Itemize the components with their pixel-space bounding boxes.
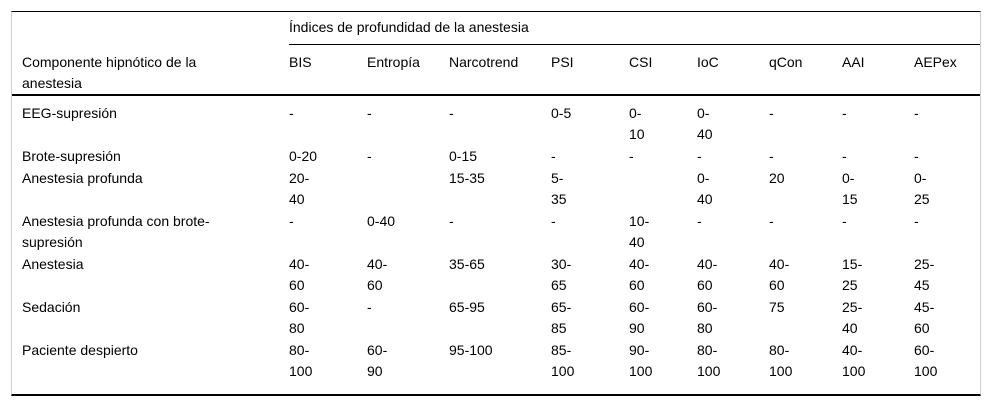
anesthesia-depth-table: Índices de profundidad de la anestesia C… <box>12 12 981 394</box>
column-header-aepex: AEPex <box>914 44 981 96</box>
cell: 0- 40 <box>697 169 713 207</box>
cell: - <box>367 147 372 164</box>
column-header-narcotrend: Narcotrend <box>449 44 551 96</box>
cell: 75 <box>769 298 785 315</box>
column-header-ioc: IoC <box>697 44 769 96</box>
cell: 80- 100 <box>769 341 793 379</box>
table-row: Anestesia profunda con brote- supresión -… <box>12 211 980 254</box>
cell: - <box>629 147 634 164</box>
table-row: Anestesia 40- 60 40- 60 35-65 30- 65 40- 60 40… <box>12 254 980 297</box>
column-header-row: Componente hipnótico de la anestesia BIS… <box>12 44 981 96</box>
cell: - <box>367 298 372 315</box>
cell: 60- 90 <box>367 341 388 379</box>
cell: 25- 45 <box>914 255 935 293</box>
cell: 45- 60 <box>914 298 935 336</box>
cell: - <box>697 212 702 229</box>
table-body: EEG-supresión - - -0-5 0- 10 0- 40- - - Brote-su… <box>12 95 980 394</box>
cell: - <box>551 212 556 229</box>
cell: 80- 100 <box>289 341 313 379</box>
table-row: EEG-supresión - - - 0-5 0- 10 0- 40 - - - <box>12 95 980 146</box>
span-header: Índices de profundidad de la anestesia <box>289 12 981 45</box>
column-header-aai: AAI <box>842 44 914 96</box>
cell: 5- 35 <box>551 169 567 207</box>
cell: 10- 40 <box>629 212 650 250</box>
cell: 20 <box>769 169 785 186</box>
row-label: Anestesia profunda <box>22 169 143 186</box>
cell: - <box>449 104 454 121</box>
column-header-entropia: Entropía <box>367 44 449 96</box>
cell: 40- 60 <box>367 255 388 293</box>
cell: 0- 10 <box>629 104 645 142</box>
cell: - <box>367 104 372 121</box>
table-row: Brote-supresión 0-20 - 0-15 - - - - - - <box>12 146 980 168</box>
column-header-psi: PSI <box>551 44 629 96</box>
cell: 65-95 <box>449 298 485 315</box>
cell: 15-35 <box>449 169 485 186</box>
cell: - <box>914 212 919 229</box>
cell: 0-15 <box>449 147 478 164</box>
cell: - <box>914 104 919 121</box>
cell: 60- 80 <box>289 298 310 336</box>
cell: 80- 100 <box>697 341 721 379</box>
cell: - <box>289 104 294 121</box>
cell: 40- 100 <box>842 341 866 379</box>
cell: - <box>842 104 847 121</box>
cell: 40- 60 <box>769 255 790 293</box>
cell: - <box>449 212 454 229</box>
cell: - <box>769 147 774 164</box>
cell: 30- 65 <box>551 255 572 293</box>
cell: 0- 40 <box>697 104 713 142</box>
row-label: Sedación <box>22 298 81 315</box>
column-header-qcon: qCon <box>769 44 842 96</box>
span-header-row: Índices de profundidad de la anestesia <box>12 12 981 45</box>
cell: 25- 40 <box>842 298 863 336</box>
cell: 0- 25 <box>914 169 930 207</box>
cell: 60- 80 <box>697 298 718 336</box>
cell <box>367 168 449 211</box>
cell: 65- 85 <box>551 298 572 336</box>
cell: - <box>842 147 847 164</box>
cell: 40- 60 <box>289 255 310 293</box>
cell: - <box>769 212 774 229</box>
cell: 95-100 <box>449 341 493 358</box>
table-row: Sedación 60- 80 - 65-95 65- 85 60- 90 60- 80 75… <box>12 297 980 340</box>
row-label: Anestesia profunda con brote- supresión <box>22 212 210 250</box>
cell: - <box>697 147 702 164</box>
cell: 90- 100 <box>629 341 653 379</box>
table-row: Anestesia profunda 20- 40 15-35 5- 35 0- 40 2… <box>12 168 980 211</box>
cell <box>629 168 697 211</box>
cell: 60- 100 <box>914 341 938 379</box>
cell: 40- 60 <box>697 255 718 293</box>
cell: 0-5 <box>551 104 572 121</box>
row-label: EEG-supresión <box>22 104 117 121</box>
cell: - <box>769 104 774 121</box>
cell: 35-65 <box>449 255 485 272</box>
row-label: Anestesia <box>22 255 84 272</box>
cell: 0-20 <box>289 147 318 164</box>
column-header-bis: BIS <box>289 44 367 96</box>
cell: 0- 15 <box>842 169 858 207</box>
cell: 60- 90 <box>629 298 650 336</box>
corner-header: Componente hipnótico de la anestesia <box>12 44 289 96</box>
anesthesia-depth-table-container: Índices de profundidad de la anestesia C… <box>11 11 981 396</box>
cell: - <box>842 212 847 229</box>
cell: - <box>551 147 556 164</box>
corner-spacer <box>12 12 289 45</box>
column-header-csi: CSI <box>629 44 697 96</box>
table-row: Paciente despierto 80- 100 60- 90 95-100 85-… <box>12 340 980 394</box>
cell: - <box>289 212 294 229</box>
row-label: Paciente despierto <box>22 341 138 358</box>
cell: 20- 40 <box>289 169 310 207</box>
cell: 85- 100 <box>551 341 575 379</box>
cell: 0-40 <box>367 212 396 229</box>
cell: 15- 25 <box>842 255 863 293</box>
row-label: Brote-supresión <box>22 147 121 164</box>
cell: - <box>914 147 919 164</box>
cell: 40- 60 <box>629 255 650 293</box>
